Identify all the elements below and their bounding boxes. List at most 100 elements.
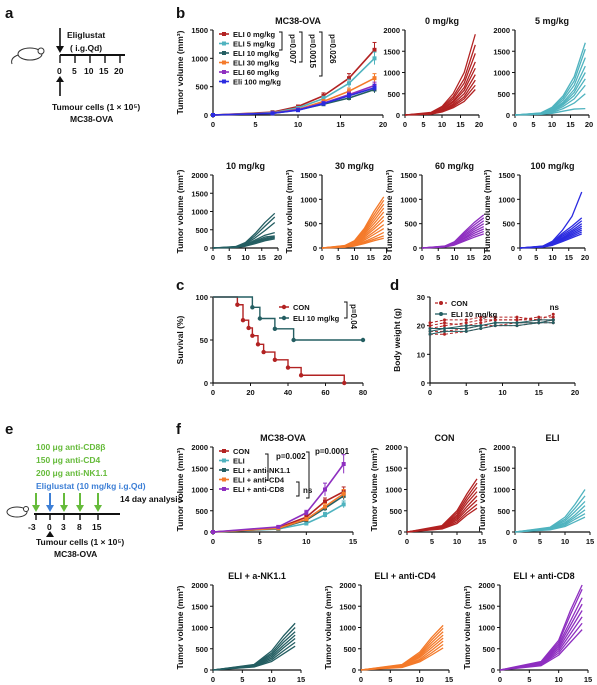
weight-line-1-2 [429,322,554,335]
x-tick-label: 0 [211,120,215,129]
legend-label: ELI 30 mg/kg [233,59,280,68]
weight-point [551,321,555,325]
data-point [347,89,351,94]
y-tick-label: 1500 [478,602,495,611]
weight-line-0-1 [430,319,554,332]
y-tick-label: 0 [313,244,317,253]
schematic-a-tick-5: 5 [72,66,77,76]
y-tick-label: 2000 [191,443,208,452]
schematic-a-cells-line2: MC38-OVA [70,114,113,124]
schematic-e-cells-arrowhead [46,531,54,537]
y-tick-label: 1000 [478,624,495,633]
legend-label: ELI 10 mg/kg [293,314,340,323]
data-point [347,81,351,86]
significance-bracket [306,451,310,499]
chart-title: MC38-OVA [260,433,306,443]
censor-marker [250,305,255,310]
weight-point [493,321,497,325]
y-tick-label: 500 [404,220,417,229]
y-tick-label: 2000 [191,581,208,590]
y-tick-label: 1000 [400,195,417,204]
legend-swatch-marker [222,487,226,491]
weight-line-1-1 [430,319,554,330]
individual-line-0 [404,34,476,116]
weight-point [464,321,468,325]
schematic-e-cells-line1: Tumour cells (1 × 10⁵) [36,537,124,547]
x-tick-label: 15 [297,675,305,684]
y-tick-label: 0 [352,666,356,675]
schematic-a-cells-arrowhead [56,76,64,82]
p-value-label: p=0.0015 [308,34,317,69]
y-tick-label: 1000 [191,54,208,63]
individual-line-7 [406,507,478,533]
schematic-a-route: ( i.g.Qd) [70,43,102,53]
x-tick-label: 10 [438,120,446,129]
data-point [321,96,326,101]
weight-point [479,321,483,325]
weight-point [443,324,446,328]
weight-point [515,315,519,319]
y-tick-label: 50 [200,336,208,345]
y-tick-label: 2000 [493,26,510,35]
weight-point [443,321,446,325]
y-tick-label: 1500 [191,602,208,611]
x-tick-label: 10 [450,253,458,262]
y-tick-label: 500 [482,645,495,654]
x-tick-label: 15 [258,253,266,262]
legend-label: ELI + anti-NK1.1 [233,466,290,475]
censor-marker [298,373,304,378]
y-tick-label: 2000 [385,443,402,452]
schematic-e-arrows [32,493,102,512]
censor-marker [240,318,246,323]
y-tick-label: 1500 [493,464,510,473]
x-tick-label: 20 [379,120,387,129]
data-point [323,513,327,517]
y-tick-label: 500 [502,220,515,229]
y-tick-label: 0 [421,379,425,388]
x-tick-label: 15 [445,675,453,684]
y-tick-label: 20 [417,322,425,331]
chart-title: ELI + a-NK1.1 [228,571,286,581]
individual-line-7 [212,238,275,249]
chart-title: ELI [545,433,559,443]
weight-point [428,321,432,325]
chart-title: 5 mg/kg [535,16,569,26]
individual-line-7 [499,629,583,671]
p-value-label: p=0.026 [328,34,337,64]
x-tick-label: 0 [211,675,215,684]
x-tick-label: 15 [349,537,357,546]
weight-point [428,327,432,331]
data-point [372,76,377,81]
x-tick-label: 15 [367,253,375,262]
chart-title: ELI + anti-CD4 [374,571,435,581]
individual-line-0 [406,478,478,533]
censor-marker [235,302,240,307]
x-tick-label: 0 [420,253,424,262]
x-tick-label: 5 [253,120,257,129]
chart-title: MC38-OVA [275,16,321,26]
y-tick-label: 2000 [493,443,510,452]
individual-line-8 [404,89,476,116]
x-tick-label: 10 [302,537,310,546]
mouse-icon [11,47,45,65]
y-tick-label: 0 [491,666,495,675]
weight-line-0-4 [429,316,554,324]
x-tick-label: 20 [274,253,282,262]
data-point [372,56,377,61]
chart-d: 0 5 10 15 20 0 10 20 30 Body weight (g) CON ELI 10 … [392,293,579,397]
x-tick-label: 0 [211,388,215,397]
y-axis-label: Tumor volume (mm³) [175,169,185,253]
panel-letter-b: b [176,5,185,22]
panel-letter-d: d [390,277,399,294]
schematic-a-tick-10: 10 [84,66,94,76]
individual-line-7 [360,647,444,671]
x-tick-label: 10 [415,675,423,684]
y-axis-label: Tumor volume (mm³) [384,169,394,253]
treatment-label-eliglustat: Eliglustat (10 mg/kg i.g.Qd) [36,481,146,491]
treatment-label-cd4: 150 μg anti-CD4 [36,455,101,465]
x-tick-label: 5 [258,537,262,546]
data-point [323,499,327,504]
weight-point [537,315,541,319]
weight-point [537,321,541,325]
mouse-icon-e [6,506,29,518]
